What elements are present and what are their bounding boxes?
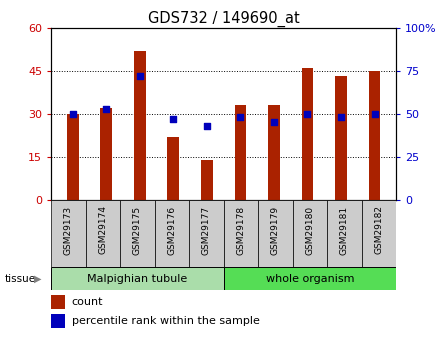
Bar (293, 200, 327, 267)
Text: GSM29180: GSM29180 (305, 206, 314, 255)
Bar (235, 105, 246, 200)
Text: count: count (72, 297, 103, 307)
Bar (101, 108, 112, 200)
Bar (51, 267, 224, 290)
Text: GSM29177: GSM29177 (202, 206, 211, 255)
Bar (327, 200, 362, 267)
Bar (302, 68, 313, 200)
Point (103, 106, 110, 111)
Text: GSM29179: GSM29179 (271, 206, 280, 255)
Text: whole organism: whole organism (266, 274, 354, 284)
Bar (362, 200, 396, 267)
Text: ▶: ▶ (34, 274, 41, 284)
Bar (335, 77, 347, 200)
Text: GSM29178: GSM29178 (236, 206, 245, 255)
Point (170, 116, 177, 122)
Bar (155, 200, 189, 267)
Point (271, 120, 278, 125)
Text: GSM29182: GSM29182 (374, 206, 383, 255)
Point (371, 111, 378, 117)
Point (203, 123, 210, 129)
Text: GSM29181: GSM29181 (340, 206, 349, 255)
Bar (189, 200, 224, 267)
Bar (258, 200, 293, 267)
Bar (51, 314, 65, 328)
Bar (67, 114, 79, 200)
Point (69, 111, 76, 117)
Bar (167, 137, 179, 200)
Bar (268, 105, 280, 200)
Text: GSM29174: GSM29174 (98, 206, 107, 255)
Bar (86, 200, 120, 267)
Point (237, 115, 244, 120)
Text: Malpighian tubule: Malpighian tubule (87, 274, 187, 284)
Point (136, 73, 143, 79)
Text: percentile rank within the sample: percentile rank within the sample (72, 316, 260, 326)
Point (304, 111, 311, 117)
Text: tissue: tissue (4, 274, 36, 284)
Point (337, 115, 344, 120)
Bar (224, 267, 396, 290)
Bar (201, 160, 213, 200)
Bar (224, 200, 258, 267)
Bar (120, 200, 155, 267)
Bar (51, 295, 65, 309)
Bar (51, 200, 86, 267)
Text: GSM29173: GSM29173 (64, 206, 73, 255)
Bar (134, 51, 146, 200)
Text: GDS732 / 149690_at: GDS732 / 149690_at (148, 10, 299, 27)
Bar (368, 71, 380, 200)
Text: GSM29175: GSM29175 (133, 206, 142, 255)
Text: GSM29176: GSM29176 (167, 206, 176, 255)
